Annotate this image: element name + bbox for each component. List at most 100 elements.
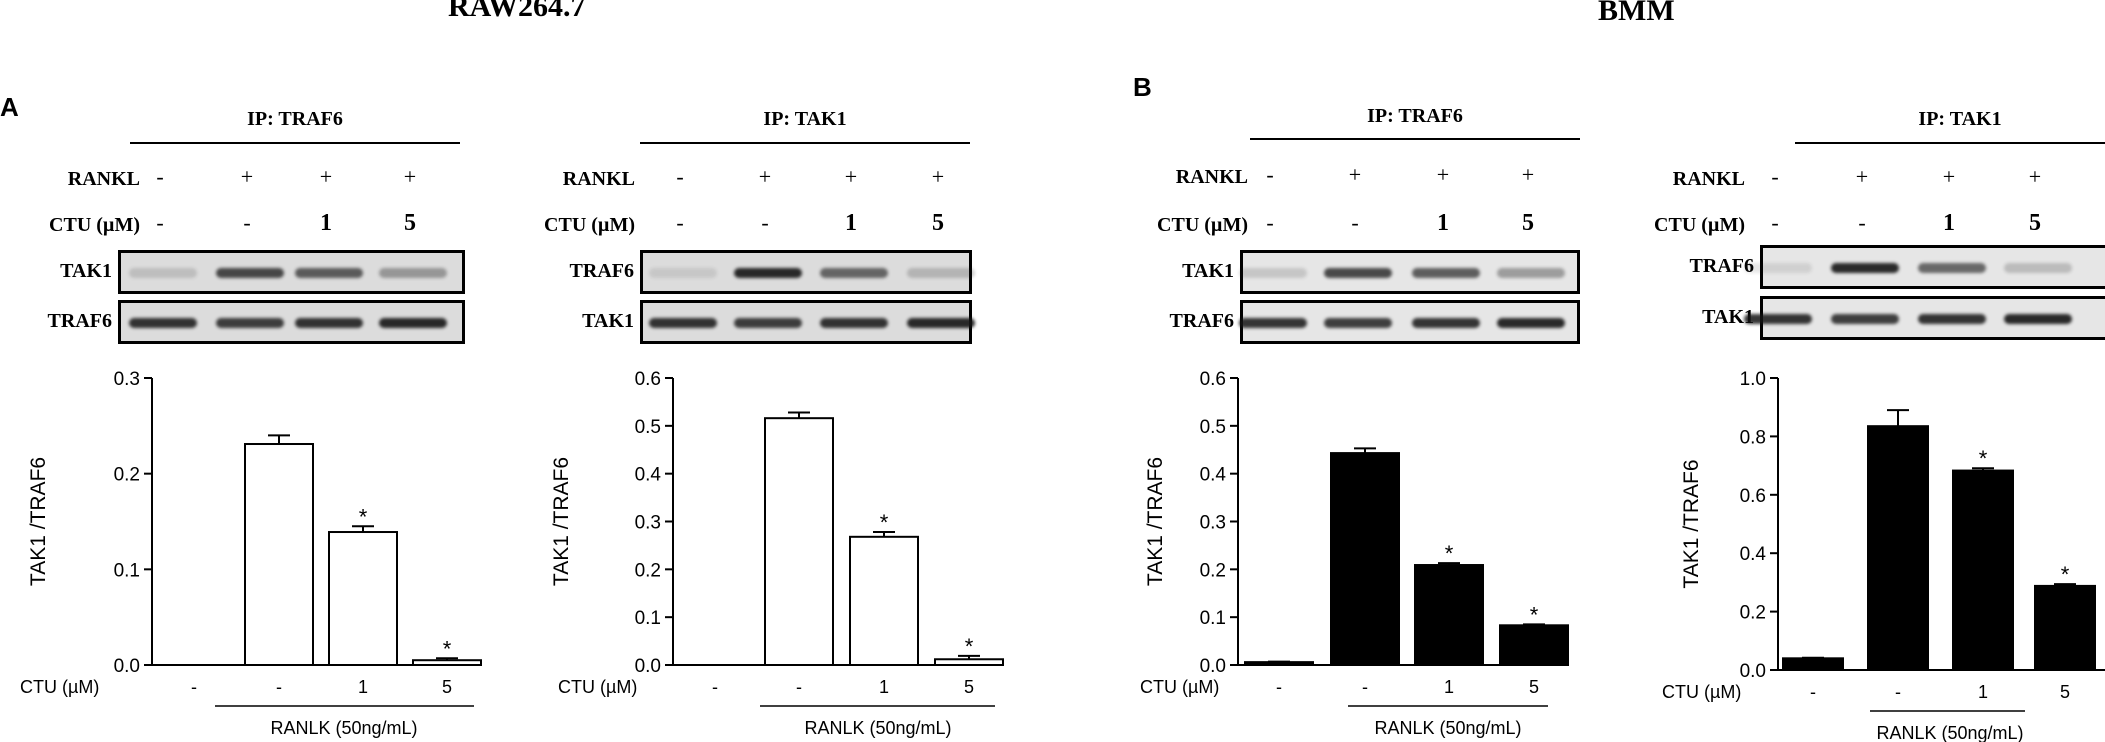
y-tick-label: 0.5 — [1200, 417, 1226, 438]
group-label: RANLK (50ng/mL) — [1374, 718, 1521, 738]
header-raw264: RAW264.7 — [448, 0, 586, 23]
y-tick-label: 0.1 — [114, 560, 140, 581]
x-axis-label: CTU (µM) — [558, 677, 637, 697]
x-tick-label: - — [1276, 677, 1282, 697]
y-tick-label: 0.4 — [635, 465, 662, 486]
x-tick-label: 5 — [964, 677, 974, 697]
y-tick-label: 0.6 — [1200, 369, 1226, 390]
y-axis-label: TAK1 /TRAF6 — [550, 457, 573, 586]
rankl-sign: - — [1771, 164, 1779, 189]
x-tick-label: - — [1362, 677, 1368, 697]
ip-label: IP: TAK1 — [1918, 108, 2002, 130]
x-tick-label: 5 — [1529, 677, 1539, 697]
bar — [934, 658, 1004, 667]
header-bmm: BMM — [1598, 0, 1675, 27]
x-tick-label: - — [1895, 682, 1901, 702]
panel-letter-a: A — [0, 92, 19, 122]
y-tick-label: 0.6 — [635, 369, 661, 390]
x-axis-label: CTU (µM) — [20, 677, 99, 697]
ctu-dose: - — [1771, 210, 1779, 235]
x-tick-label: - — [796, 677, 802, 697]
x-axis-label: CTU (µM) — [1662, 682, 1741, 702]
x-tick-label: 1 — [1444, 677, 1454, 697]
bar — [1867, 425, 1929, 671]
ctu-row-label: CTU (µM) — [1157, 214, 1248, 236]
rankl-sign: + — [2028, 164, 2042, 189]
blot-band — [1497, 318, 1565, 328]
ctu-dose: 1 — [320, 210, 332, 236]
y-tick-label: 0.0 — [1740, 661, 1766, 682]
ctu-dose: 1 — [1437, 210, 1449, 236]
blot-band — [216, 268, 284, 278]
blot-bottom — [118, 300, 465, 344]
significance-star: * — [2061, 562, 2070, 587]
rankl-sign: + — [1521, 162, 1535, 187]
band-label-bottom: TRAF6 — [47, 310, 112, 332]
bar — [328, 531, 398, 666]
ip-label: IP: TRAF6 — [247, 108, 343, 130]
ctu-row-label: CTU (µM) — [1654, 214, 1745, 236]
blot-band — [1239, 318, 1307, 328]
blot-band — [1324, 318, 1392, 328]
blot-band — [1412, 318, 1480, 328]
ip-underline — [1795, 142, 2105, 144]
group-label: RANLK (50ng/mL) — [1876, 723, 2023, 742]
blot-bottom — [640, 300, 975, 344]
ctu-dose: - — [1266, 210, 1274, 235]
x-tick-label: 1 — [879, 677, 889, 697]
rankl-row-label: RANKL — [1175, 166, 1248, 188]
blot-band — [820, 318, 888, 328]
rankl-row-label: RANKL — [67, 168, 140, 190]
bar — [1499, 624, 1569, 667]
blot-band — [295, 268, 363, 278]
significance-star: * — [443, 636, 452, 661]
significance-star: * — [1445, 541, 1454, 566]
x-tick-label: - — [712, 677, 718, 697]
bar — [2034, 584, 2096, 671]
group-label: RANLK (50ng/mL) — [270, 718, 417, 738]
blot-band — [907, 318, 975, 328]
blot-band — [907, 268, 975, 278]
ctu-dose: 1 — [1943, 210, 1955, 236]
x-tick-label: - — [191, 677, 197, 697]
bar — [764, 417, 834, 666]
rankl-sign: + — [1942, 164, 1956, 189]
rankl-sign: + — [1348, 162, 1362, 187]
band-label-bottom: TRAF6 — [1169, 310, 1234, 332]
rankl-row-label: RANKL — [1672, 168, 1745, 190]
y-tick-label: 0.3 — [635, 513, 661, 534]
rankl-sign: - — [676, 164, 684, 189]
rankl-sign: + — [758, 164, 772, 189]
ctu-dose: 5 — [1522, 210, 1534, 236]
bar — [1952, 469, 2014, 671]
band-label-top: TAK1 — [60, 260, 112, 282]
rankl-sign: + — [240, 164, 254, 189]
band-label-bottom: TAK1 — [582, 310, 634, 332]
ip-label: IP: TRAF6 — [1367, 105, 1463, 127]
y-tick-label: 0.0 — [1200, 656, 1226, 677]
blot-band — [2004, 263, 2072, 273]
y-tick-label: 0.0 — [114, 656, 140, 677]
blot-band — [820, 268, 888, 278]
blot-top — [1239, 250, 1580, 294]
significance-star: * — [1979, 446, 1988, 471]
blot-bottom — [1744, 296, 2105, 340]
blot-band — [1744, 263, 1812, 273]
blot-band — [2004, 314, 2072, 324]
group-label: RANLK (50ng/mL) — [804, 718, 951, 738]
blot-band — [1918, 263, 1986, 273]
blot-bottom — [1239, 300, 1580, 344]
y-tick-label: 0.8 — [1740, 427, 1766, 448]
blot-band — [379, 318, 447, 328]
significance-star: * — [1530, 602, 1539, 627]
band-label-top: TAK1 — [1182, 260, 1234, 282]
ctu-dose: 1 — [845, 210, 857, 236]
y-axis-label: TAK1 /TRAF6 — [1144, 457, 1167, 586]
band-label-top: TRAF6 — [569, 260, 634, 282]
blot-band — [649, 318, 717, 328]
bar — [849, 535, 919, 666]
blot-band — [734, 318, 802, 328]
y-tick-label: 0.1 — [1200, 608, 1226, 629]
y-axis-label: TAK1 /TRAF6 — [1680, 459, 1703, 588]
blot-band — [1831, 314, 1899, 324]
